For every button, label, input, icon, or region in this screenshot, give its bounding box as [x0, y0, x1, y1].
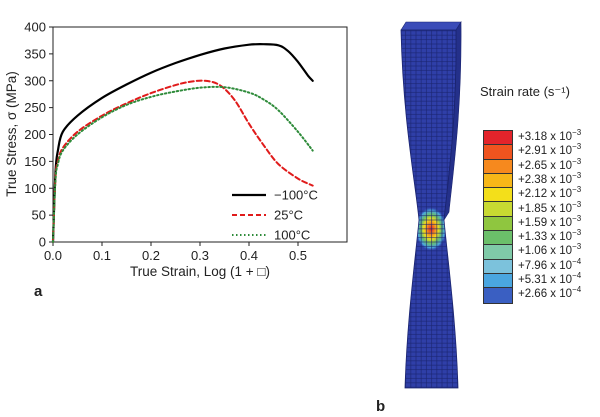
y-axis-label: True Stress, σ (MPa): [4, 71, 19, 197]
x-tick-label: 0.4: [240, 248, 258, 263]
colorbar-label: +5.31 x 10−4: [518, 271, 582, 286]
colorbar-label: +2.38 x 10−3: [518, 171, 582, 186]
colorbar-cell: [484, 131, 512, 146]
colorbar: [483, 130, 513, 304]
legend-label-1: 25°C: [274, 208, 303, 223]
x-tick-label: 0.5: [289, 248, 307, 263]
stress-strain-chart: 0 50 100 150 200 250 300 350 400 0.0 0.1 0.2 0.3 0.4…: [4, 20, 348, 279]
x-tick-label: 0.3: [191, 248, 209, 263]
colorbar-label: +1.59 x 10−3: [518, 213, 582, 229]
colorbar-label: +1.33 x 10−3: [518, 228, 582, 244]
panel-label-b: b: [376, 398, 386, 415]
x-tick-label: 0.2: [142, 248, 160, 263]
series-line-2: [52, 85, 314, 243]
colorbar-label: +3.18 x 10−3: [518, 128, 582, 143]
colorbar-cell: [484, 173, 512, 189]
colorbar-label: +2.65 x 10−3: [518, 156, 582, 172]
colorbar-label: +2.66 x 10−4: [518, 285, 582, 301]
colorbar-cell: [484, 188, 512, 203]
legend: −100°C 25°C 100°C: [232, 188, 318, 243]
specimen-top-face: [400, 21, 462, 31]
x-axis-label: True Strain, Log (1 + □): [130, 264, 270, 279]
colorbar-cell: [484, 245, 512, 260]
y-tick-label: 100: [24, 181, 46, 196]
x-tick-label: 0.0: [44, 248, 62, 263]
specimen-outline: [400, 29, 459, 389]
colorbar-title: Strain rate (s⁻¹): [480, 84, 570, 99]
y-tick-label: 300: [24, 73, 46, 88]
x-tick-label: 0.1: [93, 248, 111, 263]
colorbar-cell: [484, 231, 512, 246]
legend-label-2: 100°C: [274, 228, 310, 243]
y-tick-label: 250: [24, 100, 46, 115]
series-lines: [51, 43, 314, 244]
colorbar-cell: [484, 145, 512, 160]
y-tick-label: 50: [32, 208, 46, 223]
y-tick-label: 350: [24, 46, 46, 61]
colorbar-cell: [484, 259, 512, 274]
colorbar-cell: [484, 216, 512, 232]
colorbar-label: +1.06 x 10−3: [518, 242, 582, 258]
legend-label-0: −100°C: [274, 188, 318, 203]
colorbar-cell: [484, 273, 512, 289]
y-tick-label: 0: [39, 235, 46, 250]
colorbar-cell: [484, 159, 512, 174]
colorbar-label: +2.12 x 10−3: [518, 185, 582, 201]
series-line-0: [51, 43, 314, 244]
colorbar-cell: [484, 202, 512, 217]
y-tick-label: 150: [24, 154, 46, 169]
panel-label-a: a: [34, 283, 43, 300]
y-tick-label: 200: [24, 127, 46, 142]
colorbar-label: +1.85 x 10−3: [518, 199, 582, 215]
specimen-mesh-grid: [401, 30, 458, 388]
colorbar-label: +2.91 x 10−3: [518, 142, 582, 158]
series-line-1: [52, 79, 314, 243]
specimen-mesh: [400, 20, 462, 389]
y-axis-ticks: 0 50 100 150 200 250 300 350 400: [24, 20, 53, 250]
colorbar-cell: [484, 288, 512, 303]
x-axis-ticks: 0.0 0.1 0.2 0.3 0.4 0.5: [44, 242, 307, 263]
y-tick-label: 400: [24, 20, 46, 35]
colorbar-label: +7.96 x 10−4: [518, 256, 582, 272]
